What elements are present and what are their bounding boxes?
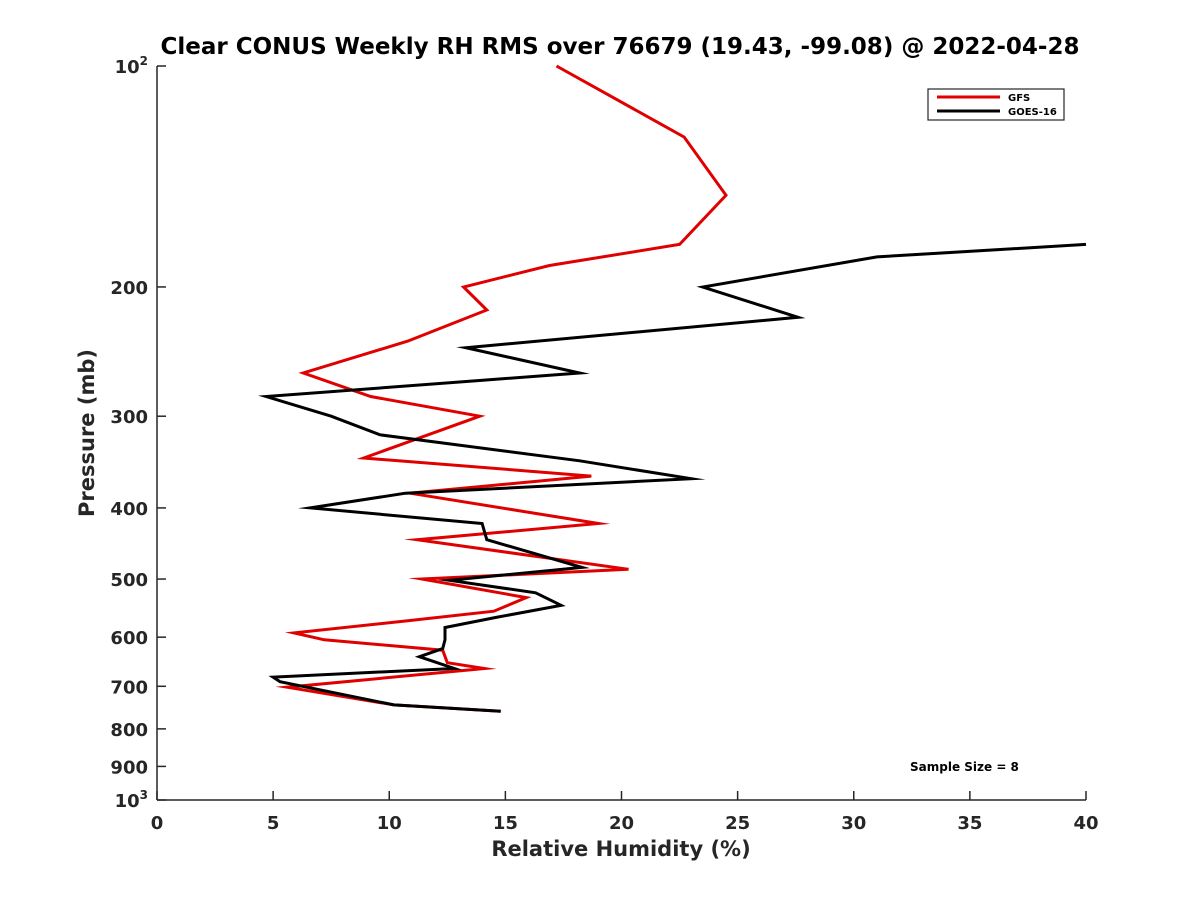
x-axis-label: Relative Humidity (%) — [491, 837, 750, 861]
x-tick-label: 25 — [725, 813, 750, 834]
sample-size-annotation: Sample Size = 8 — [910, 760, 1019, 774]
x-ticks: 0 5 10 15 20 25 30 35 40 — [151, 791, 1099, 834]
y-tick-label: 400 — [110, 499, 148, 520]
series-layer — [258, 64, 1087, 713]
series-line-goes-16 — [258, 242, 1087, 713]
x-tick-label: 40 — [1073, 813, 1098, 834]
plot-area: 0 5 10 15 20 25 30 35 40 102 200 300 400 500 600 700 80… — [110, 54, 1098, 834]
x-tick-label: 10 — [377, 813, 402, 834]
y-axis-label: Pressure (mb) — [75, 349, 99, 517]
y-tick-label: 103 — [115, 788, 148, 812]
legend-box — [927, 88, 1065, 121]
y-tick-label: 200 — [110, 278, 148, 299]
x-tick-label: 0 — [151, 813, 164, 834]
y-tick-label: 900 — [110, 757, 148, 778]
series-line-gfs — [275, 64, 728, 713]
legend-label: GFS — [1008, 93, 1030, 104]
y-tick-label: 600 — [110, 628, 148, 649]
y-ticks: 102 200 300 400 500 600 700 800 900 103 — [110, 54, 166, 812]
x-tick-label: 35 — [957, 813, 982, 834]
y-tick-label: 700 — [110, 677, 148, 698]
chart-title: Clear CONUS Weekly RH RMS over 76679 (19… — [161, 34, 1080, 60]
legend: GFS GOES-16 — [927, 88, 1065, 121]
legend-label: GOES-16 — [1008, 107, 1057, 118]
x-tick-label: 30 — [841, 813, 866, 834]
y-tick-label: 102 — [115, 54, 148, 78]
y-tick-label: 300 — [110, 407, 148, 428]
y-tick-label: 500 — [110, 570, 148, 591]
axes-background — [157, 66, 1086, 800]
x-tick-label: 20 — [609, 813, 634, 834]
x-tick-label: 5 — [267, 813, 280, 834]
x-tick-label: 15 — [493, 813, 518, 834]
y-tick-label: 800 — [110, 720, 148, 741]
